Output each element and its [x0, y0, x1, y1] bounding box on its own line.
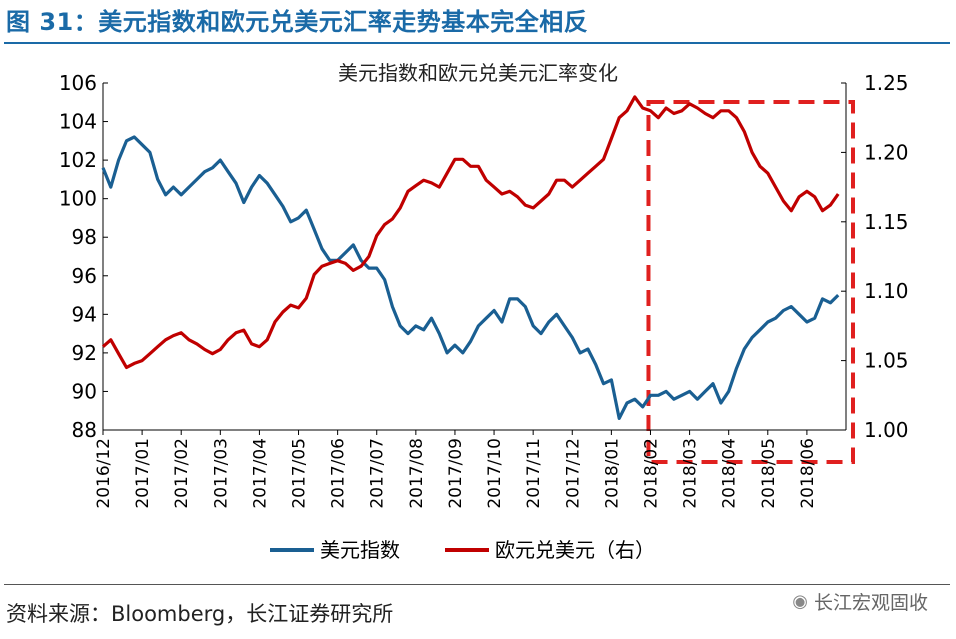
figure-title: 图 31：美元指数和欧元兑美元汇率走势基本完全相反: [6, 8, 589, 36]
y-right-tick-label: 1.15: [864, 210, 909, 234]
x-tick-label: 2017/08: [407, 438, 427, 509]
source-note: 资料来源：Bloomberg，长江证券研究所: [6, 602, 394, 626]
x-tick-label: 2017/05: [290, 438, 310, 509]
x-tick-label: 2016/12: [94, 438, 114, 509]
title-divider: [4, 42, 950, 44]
x-tick-label: 2018/01: [602, 438, 622, 509]
y-right-tick-label: 1.25: [864, 71, 909, 95]
x-tick-label: 2017/01: [133, 438, 153, 509]
x-tick-label: 2017/12: [563, 438, 583, 509]
y-left-tick-label: 94: [72, 302, 97, 326]
y-right-tick-label: 1.20: [864, 140, 909, 164]
y-left-tick-label: 90: [72, 379, 97, 403]
y-left-tick-label: 106: [59, 71, 97, 95]
y-left-tick-label: 88: [72, 418, 97, 442]
x-tick-label: 2018/06: [798, 438, 818, 509]
x-tick-label: 2017/04: [250, 438, 270, 509]
y-left-tick-label: 92: [72, 341, 97, 365]
usd-index-line: [101, 135, 840, 420]
y-left-tick-label: 102: [59, 148, 97, 172]
x-tick-label: 2017/03: [211, 438, 231, 509]
x-tick-label: 2017/09: [446, 438, 466, 509]
source-divider: [4, 584, 950, 585]
line-chart: 美元指数和欧元兑美元汇率变化 88 90 92 94 96 98 100 102 104 106 1…: [59, 61, 909, 562]
watermark-text: 长江宏观固收: [813, 592, 928, 614]
x-tick-label: 2018/03: [681, 438, 701, 509]
x-tick-label: 2018/05: [759, 438, 779, 509]
eurusd-line: [101, 95, 840, 370]
x-tick-label: 2017/10: [485, 438, 505, 509]
wechat-icon: ◉: [792, 591, 808, 612]
x-tick-label: 2017/06: [329, 438, 349, 509]
y-right-tick-label: 1.10: [864, 279, 909, 303]
y-left-tick-label: 104: [59, 110, 97, 134]
x-tick-label: 2017/07: [368, 438, 388, 509]
y-left-tick-label: 96: [72, 264, 97, 288]
y-right-tick-label: 1.05: [864, 349, 909, 373]
y-left-tick-label: 100: [59, 187, 97, 211]
legend-label: 欧元兑美元（右）: [495, 538, 655, 562]
highlight-box: [646, 100, 856, 464]
legend-label: 美元指数: [320, 538, 400, 562]
x-tick-label: 2017/11: [524, 438, 544, 509]
x-tick-label: 2018/02: [641, 438, 661, 509]
watermark: ◉ 长江宏观固收: [792, 588, 928, 615]
y-left-tick-label: 98: [72, 225, 97, 249]
y-right-tick-label: 1.00: [864, 418, 909, 442]
legend: 美元指数 欧元兑美元（右）: [270, 538, 655, 562]
x-tick-label: 2018/04: [720, 438, 740, 509]
x-tick-label: 2017/02: [172, 438, 192, 509]
chart-title: 美元指数和欧元兑美元汇率变化: [338, 61, 618, 85]
